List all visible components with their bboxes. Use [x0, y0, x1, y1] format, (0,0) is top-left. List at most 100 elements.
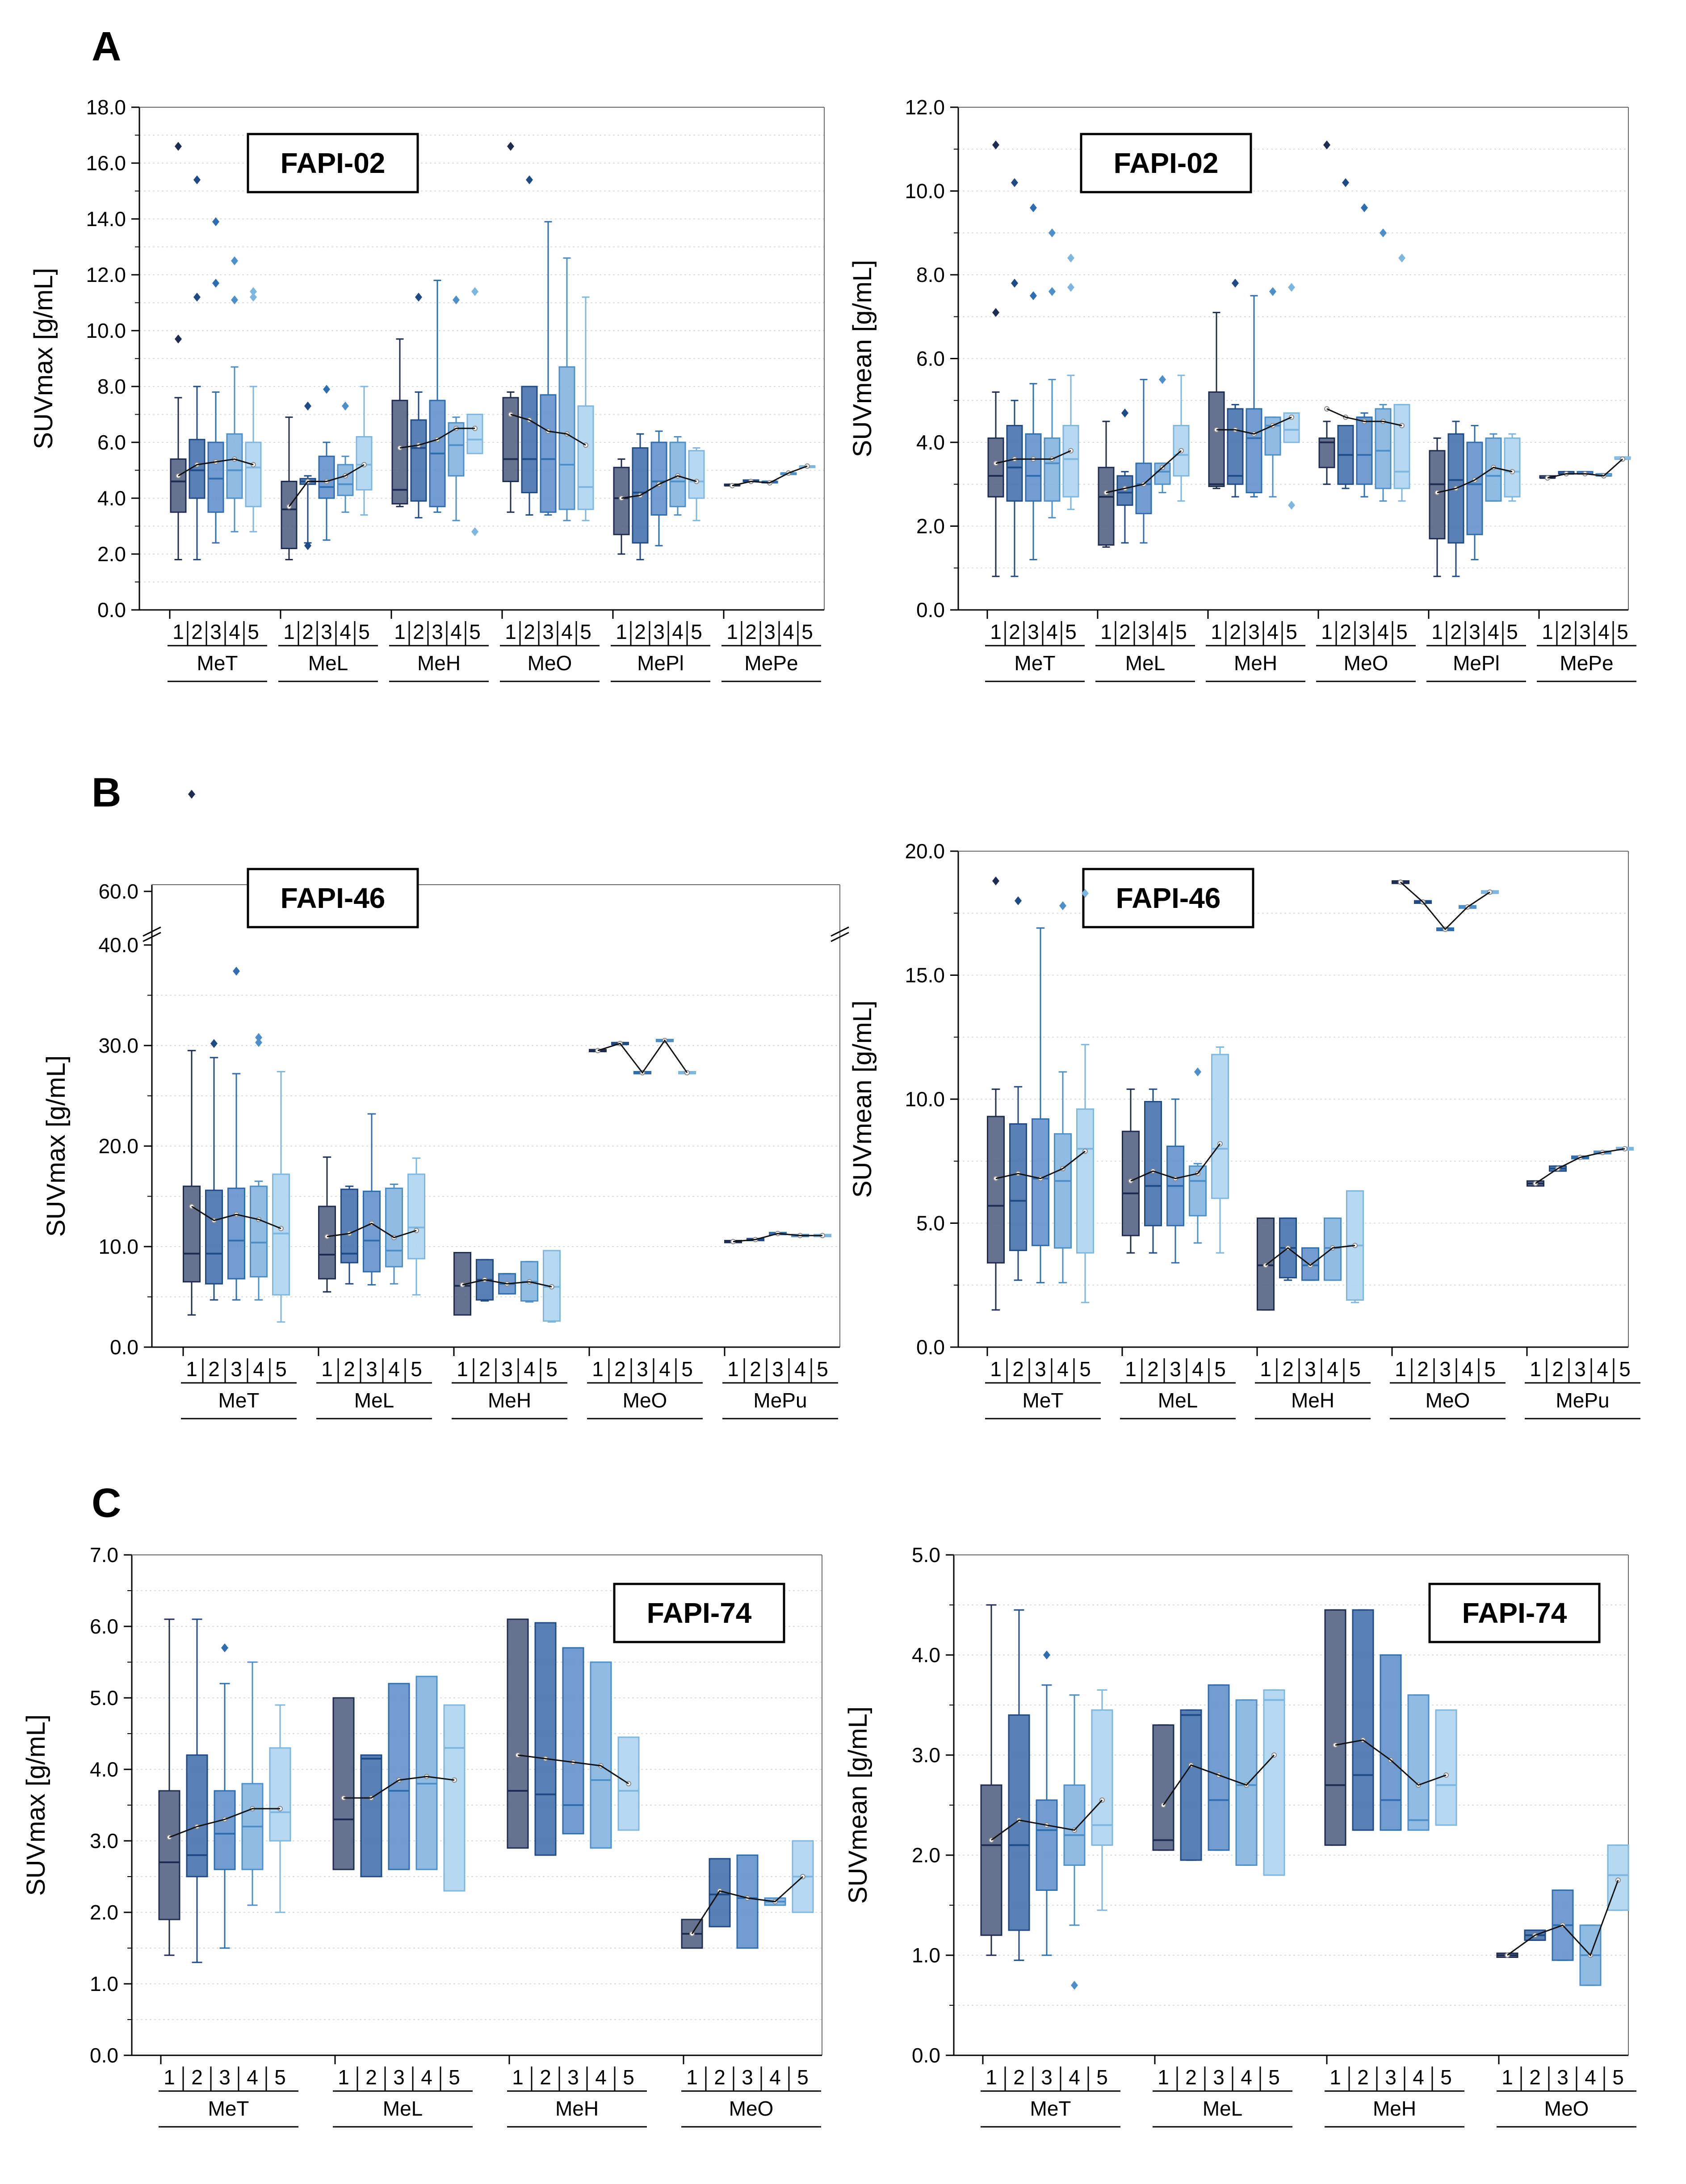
- x-sub-label: 3: [1170, 1357, 1181, 1381]
- x-sub-label: 4: [595, 2066, 607, 2089]
- x-sub-label: 5: [797, 2066, 809, 2089]
- mean-trend-line: [995, 450, 1071, 464]
- x-sub-label: 3: [393, 2066, 405, 2089]
- box: [1352, 1609, 1374, 1831]
- outlier-point: [212, 278, 219, 288]
- x-sub-label: 1: [1395, 1357, 1406, 1381]
- y-axis-label: SUVmax [g/mL]: [21, 1714, 50, 1896]
- x-sub-label: 4: [524, 1357, 535, 1381]
- x-sub-label: 5: [469, 620, 481, 643]
- outlier-point: [992, 876, 999, 886]
- box: [1006, 425, 1023, 502]
- mean-trend-line: [691, 1876, 804, 1934]
- x-sub-label: 1: [1158, 2066, 1169, 2089]
- box: [1301, 1247, 1319, 1281]
- outlier-point: [415, 293, 422, 302]
- mean-trend-line: [1326, 408, 1402, 426]
- box: [1211, 1054, 1229, 1199]
- y-tick-label: 6.0: [97, 431, 126, 454]
- x-sub-label: 4: [1267, 620, 1279, 643]
- box: [245, 441, 262, 508]
- box: [1054, 1133, 1072, 1249]
- box: [388, 1683, 410, 1870]
- y-tick-label: 1.0: [912, 1944, 940, 1967]
- x-sub-label: 5: [1065, 620, 1077, 643]
- y-tick-label: 4.0: [97, 487, 126, 510]
- x-sub-label: 2: [524, 620, 535, 643]
- y-tick-label: 2.0: [97, 542, 126, 566]
- chart-title-box: [613, 1583, 785, 1643]
- x-sub-label: 4: [1046, 620, 1058, 643]
- chart-b-left: 60.0 0.0 10.0 20.0 30.0 40.0 SUVmax [g/mL] FAPI…: [42, 790, 849, 1420]
- outlier-point: [1361, 203, 1368, 212]
- chart-title: FAPI-46: [281, 882, 386, 914]
- x-sub-label: 2: [302, 620, 314, 643]
- y-tick-label: 0.0: [916, 1336, 945, 1359]
- box: [410, 419, 427, 502]
- x-group-label: MeO: [1426, 1389, 1470, 1412]
- x-group-label: MeT: [208, 2097, 249, 2120]
- x-sub-label: 5: [1268, 2066, 1280, 2089]
- x-sub-label: 5: [817, 1357, 828, 1381]
- x-sub-label: 2: [1012, 1357, 1024, 1381]
- x-sub-label: 5: [691, 620, 702, 643]
- outlier-point: [193, 293, 201, 302]
- outlier-point: [188, 790, 195, 799]
- x-sub-label: 2: [750, 1357, 761, 1381]
- x-sub-label: 4: [421, 2066, 432, 2089]
- mean-trend-line: [344, 1776, 455, 1799]
- x-sub-label: 4: [561, 620, 573, 643]
- box: [987, 437, 1004, 498]
- x-sub-label: 3: [1248, 620, 1260, 643]
- x-group-label: MeH: [1234, 651, 1277, 675]
- y-tick-label: 8.0: [97, 375, 126, 398]
- x-sub-label: 1: [1431, 620, 1443, 643]
- x-sub-label: 4: [783, 620, 794, 643]
- x-sub-label: 5: [1096, 2066, 1108, 2089]
- y-tick-label: 5.0: [90, 1686, 118, 1709]
- x-sub-label: 4: [1327, 1357, 1338, 1381]
- x-sub-label: 2: [479, 1357, 491, 1381]
- box: [558, 366, 575, 510]
- box: [1009, 1123, 1027, 1252]
- x-sub-label: 3: [219, 2066, 231, 2089]
- x-sub-label: 3: [1213, 2066, 1225, 2089]
- box: [1227, 408, 1244, 485]
- x-group-label: MeT: [197, 651, 238, 675]
- outlier-point: [992, 308, 999, 317]
- x-sub-label: 3: [366, 1357, 377, 1381]
- x-group-label: MeL: [1125, 651, 1165, 675]
- x-sub-label: 3: [1359, 620, 1370, 643]
- x-sub-label: 5: [801, 620, 813, 643]
- outlier-point: [250, 293, 257, 302]
- y-axis-label: SUVmean [g/mL]: [843, 1706, 872, 1904]
- outlier-point: [1071, 1981, 1078, 1990]
- outlier-point: [1288, 500, 1295, 510]
- x-sub-label: 2: [1147, 1357, 1159, 1381]
- x-sub-label: 3: [653, 620, 665, 643]
- y-tick-label: 7.0: [90, 1543, 118, 1567]
- outlier-point: [210, 1039, 218, 1048]
- x-sub-label: 1: [164, 2066, 175, 2089]
- x-sub-label: 2: [1119, 620, 1131, 643]
- outlier-point: [231, 256, 238, 265]
- x-sub-label: 2: [1009, 620, 1020, 643]
- box: [521, 386, 538, 493]
- outlier-point: [1159, 375, 1166, 384]
- x-sub-label: 4: [247, 2066, 258, 2089]
- mean-trend-line: [597, 1039, 688, 1074]
- x-sub-label: 5: [274, 2066, 286, 2089]
- x-sub-label: 1: [321, 1357, 333, 1381]
- mean-trend-line: [169, 1808, 280, 1838]
- y-tick-label: 30.0: [98, 1034, 138, 1057]
- x-sub-label: 5: [358, 620, 370, 643]
- x-sub-label: 1: [338, 2066, 349, 2089]
- x-sub-label: 3: [432, 620, 443, 643]
- x-sub-label: 5: [681, 1357, 693, 1381]
- outlier-point: [1380, 228, 1387, 238]
- x-sub-label: 2: [745, 620, 757, 643]
- y-tick-label: 20.0: [98, 1134, 138, 1158]
- box: [1144, 1101, 1162, 1226]
- box: [407, 1173, 425, 1260]
- x-sub-label: 3: [764, 620, 776, 643]
